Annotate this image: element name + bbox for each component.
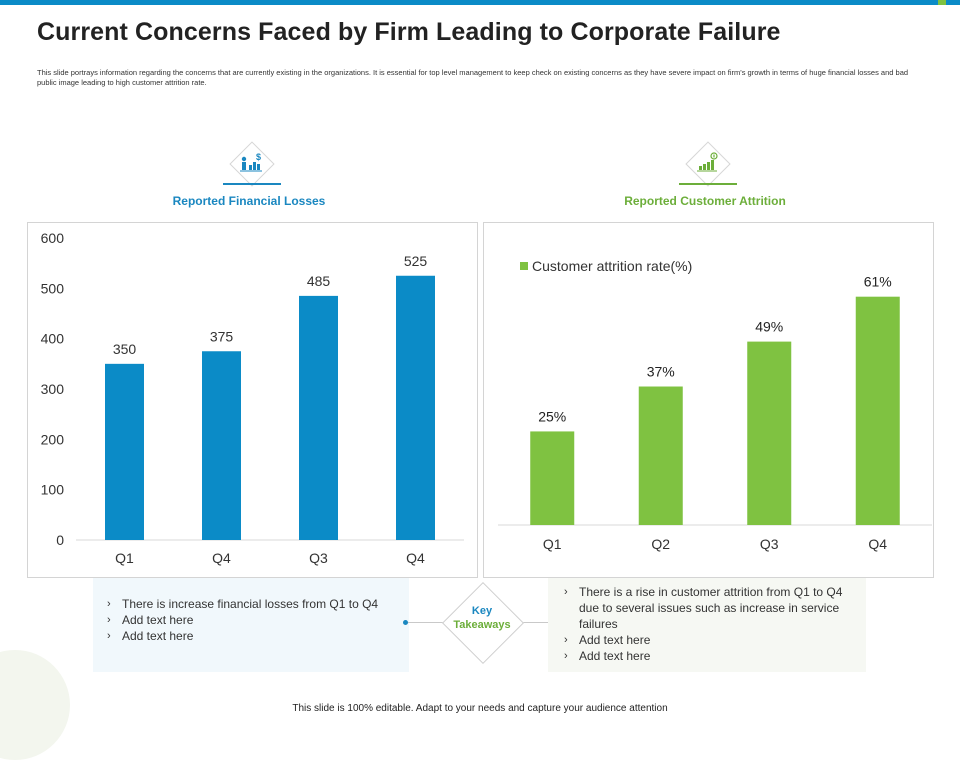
y-tick-label: 400 [41, 331, 65, 347]
y-tick-label: 0 [56, 532, 64, 548]
left-takeaway-item: › Add text here [107, 629, 194, 643]
x-tick-label: Q1 [543, 536, 562, 552]
left-connector-line [407, 622, 453, 623]
bar-q1 [105, 363, 144, 540]
bar-q3 [299, 295, 338, 540]
data-label: 61% [864, 274, 892, 290]
bar-q1 [530, 431, 575, 525]
bar-q4 [396, 275, 435, 540]
right-takeaway-item: › There is a rise in customer attrition f… [564, 585, 843, 631]
x-tick-label: Q3 [309, 550, 328, 566]
left-connector-dot [403, 620, 408, 625]
y-tick-label: 100 [41, 482, 65, 498]
key-takeaways-label: Key Takeaways [453, 605, 511, 631]
financial-losses-chart-panel: 0 100 200 300 400 500 600 350 Q1 375 Q4 485 Q3 525 Q4 [27, 222, 478, 578]
right-takeaway-item: › Add text here [564, 649, 651, 663]
footer-note: This slide is 100% editable. Adapt to yo… [292, 703, 668, 714]
data-label: 350 [113, 341, 137, 357]
svg-text:$: $ [256, 152, 261, 162]
legend-swatch [520, 262, 528, 270]
right-connector-line [511, 622, 553, 623]
bar-q2 [638, 386, 683, 525]
left-takeaway-box: › There is increase financial losses from… [93, 578, 409, 672]
page-title: Current Concerns Faced by Firm Leading t… [37, 18, 781, 46]
attrition-section-underline [679, 183, 737, 185]
y-tick-label: 200 [41, 431, 65, 447]
customer-attrition-chart-panel: Customer attrition rate(%) 25% Q1 37% Q2 49% Q… [483, 222, 934, 578]
data-label: 375 [210, 328, 234, 344]
top-accent-mark [938, 0, 946, 5]
x-tick-label: Q4 [406, 550, 425, 566]
attrition-section-icon-badge [685, 141, 731, 187]
x-tick-label: Q1 [115, 550, 134, 566]
top-accent-bar [0, 0, 960, 5]
x-tick-label: Q4 [212, 550, 231, 566]
financial-section-label: Reported Financial Losses [172, 194, 326, 208]
financial-section-underline [223, 183, 281, 185]
customer-attrition-chart: Customer attrition rate(%) 25% Q1 37% Q2 49% Q… [498, 258, 932, 552]
x-tick-label: Q4 [868, 536, 887, 552]
y-tick-label: 300 [41, 381, 65, 397]
financial-losses-chart: 0 100 200 300 400 500 600 350 Q1 375 Q4 485 Q3 525 Q4 [41, 230, 464, 566]
bar-q4 [202, 351, 241, 540]
growth-chart-icon [697, 152, 718, 172]
data-label: 525 [404, 253, 428, 269]
y-tick-label: 500 [41, 280, 65, 296]
attrition-section-label: Reported Customer Attrition [624, 194, 786, 208]
bar-q4 [855, 296, 900, 525]
legend-label: Customer attrition rate(%) [532, 258, 692, 274]
data-label: 37% [647, 364, 675, 380]
left-takeaway-item: › Add text here [107, 613, 194, 627]
bar-q3 [747, 341, 792, 525]
data-label: 485 [307, 273, 331, 289]
data-label: 25% [538, 408, 566, 424]
financial-section-icon-badge: $ [229, 141, 275, 187]
x-tick-label: Q3 [760, 536, 779, 552]
page-description: This slide portrays information regardin… [37, 68, 909, 87]
data-label: 49% [755, 319, 783, 335]
x-tick-label: Q2 [651, 536, 670, 552]
financial-chart-icon: $ [240, 152, 262, 172]
right-takeaway-box: › There is a rise in customer attrition f… [548, 578, 866, 672]
right-takeaway-item: › Add text here [564, 633, 651, 647]
y-tick-label: 600 [41, 230, 65, 246]
left-takeaway-item: › There is increase financial losses from… [107, 597, 379, 611]
